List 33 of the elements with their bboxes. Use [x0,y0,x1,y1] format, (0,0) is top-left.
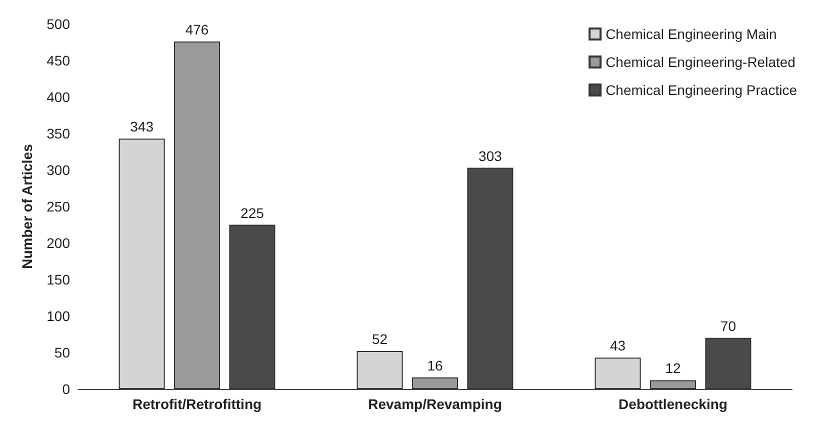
y-tick-label: 300 [46,162,70,178]
y-tick-label: 350 [46,126,70,142]
y-tick-label: 500 [46,16,70,32]
y-tick-label: 150 [46,272,70,288]
y-tick-label: 450 [46,52,70,68]
data-label: 476 [185,22,209,38]
data-label: 70 [720,318,736,334]
data-label: 16 [427,357,443,374]
bar [356,351,403,389]
y-tick-label: 200 [46,235,70,251]
data-label: 303 [478,148,502,164]
bar [650,380,696,389]
data-label: 12 [665,360,681,376]
legend-label: Chemical Engineering-Related [606,54,796,70]
legend-label: Chemical Engineering Practice [606,82,798,98]
data-label: 43 [610,338,626,354]
bar [412,377,458,389]
x-tick-label: Retrofit/Retrofitting [132,396,262,412]
y-tick-label: 250 [46,198,70,214]
bar [594,358,641,389]
data-label: 52 [372,331,388,348]
data-label: 343 [130,118,154,135]
y-tick-label: 100 [46,308,70,324]
y-tick-label: 0 [62,381,70,397]
y-tick-label: 400 [46,89,70,105]
legend-label: Chemical Engineering Main [606,26,777,42]
y-axis-title: Number of Articles [19,144,35,269]
y-tick-label: 50 [54,344,70,360]
bar [174,42,220,389]
x-tick-label: Debottlenecking [618,396,728,412]
bar [118,138,165,389]
x-tick-label: Revamp/Revamping [368,396,502,412]
data-label: 225 [240,204,264,221]
